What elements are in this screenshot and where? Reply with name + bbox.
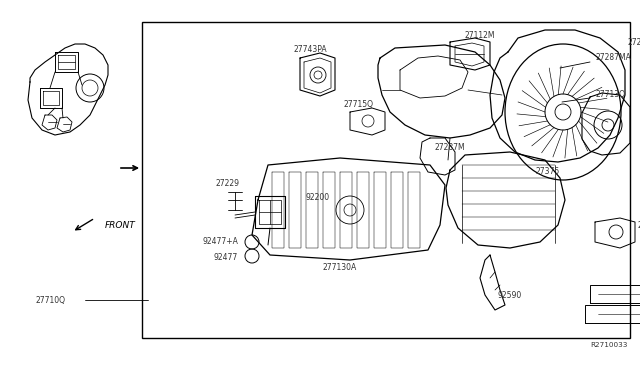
Text: 27245R(VBC): 27245R(VBC) xyxy=(628,38,640,46)
Text: 27743PA: 27743PA xyxy=(293,45,327,55)
Text: 92477+A: 92477+A xyxy=(202,237,238,247)
Text: 27715Q: 27715Q xyxy=(343,100,373,109)
Text: R2710033: R2710033 xyxy=(591,342,628,348)
Text: 27112M: 27112M xyxy=(465,31,495,39)
Text: 92590: 92590 xyxy=(498,291,522,299)
Text: FRONT: FRONT xyxy=(105,221,136,230)
Text: 27713Q: 27713Q xyxy=(595,90,625,99)
Text: 27287MA: 27287MA xyxy=(595,54,631,62)
Text: 277130A: 277130A xyxy=(323,263,357,273)
Text: 27710Q: 27710Q xyxy=(35,295,65,305)
Bar xyxy=(142,22,630,338)
Bar xyxy=(590,285,640,303)
Text: 27743P: 27743P xyxy=(638,221,640,230)
Bar xyxy=(585,305,640,323)
Text: 92477: 92477 xyxy=(214,253,238,263)
Text: 27287M: 27287M xyxy=(435,144,465,153)
Text: 27375: 27375 xyxy=(536,167,560,176)
Text: 27229: 27229 xyxy=(216,180,240,189)
Text: 92200: 92200 xyxy=(305,193,329,202)
